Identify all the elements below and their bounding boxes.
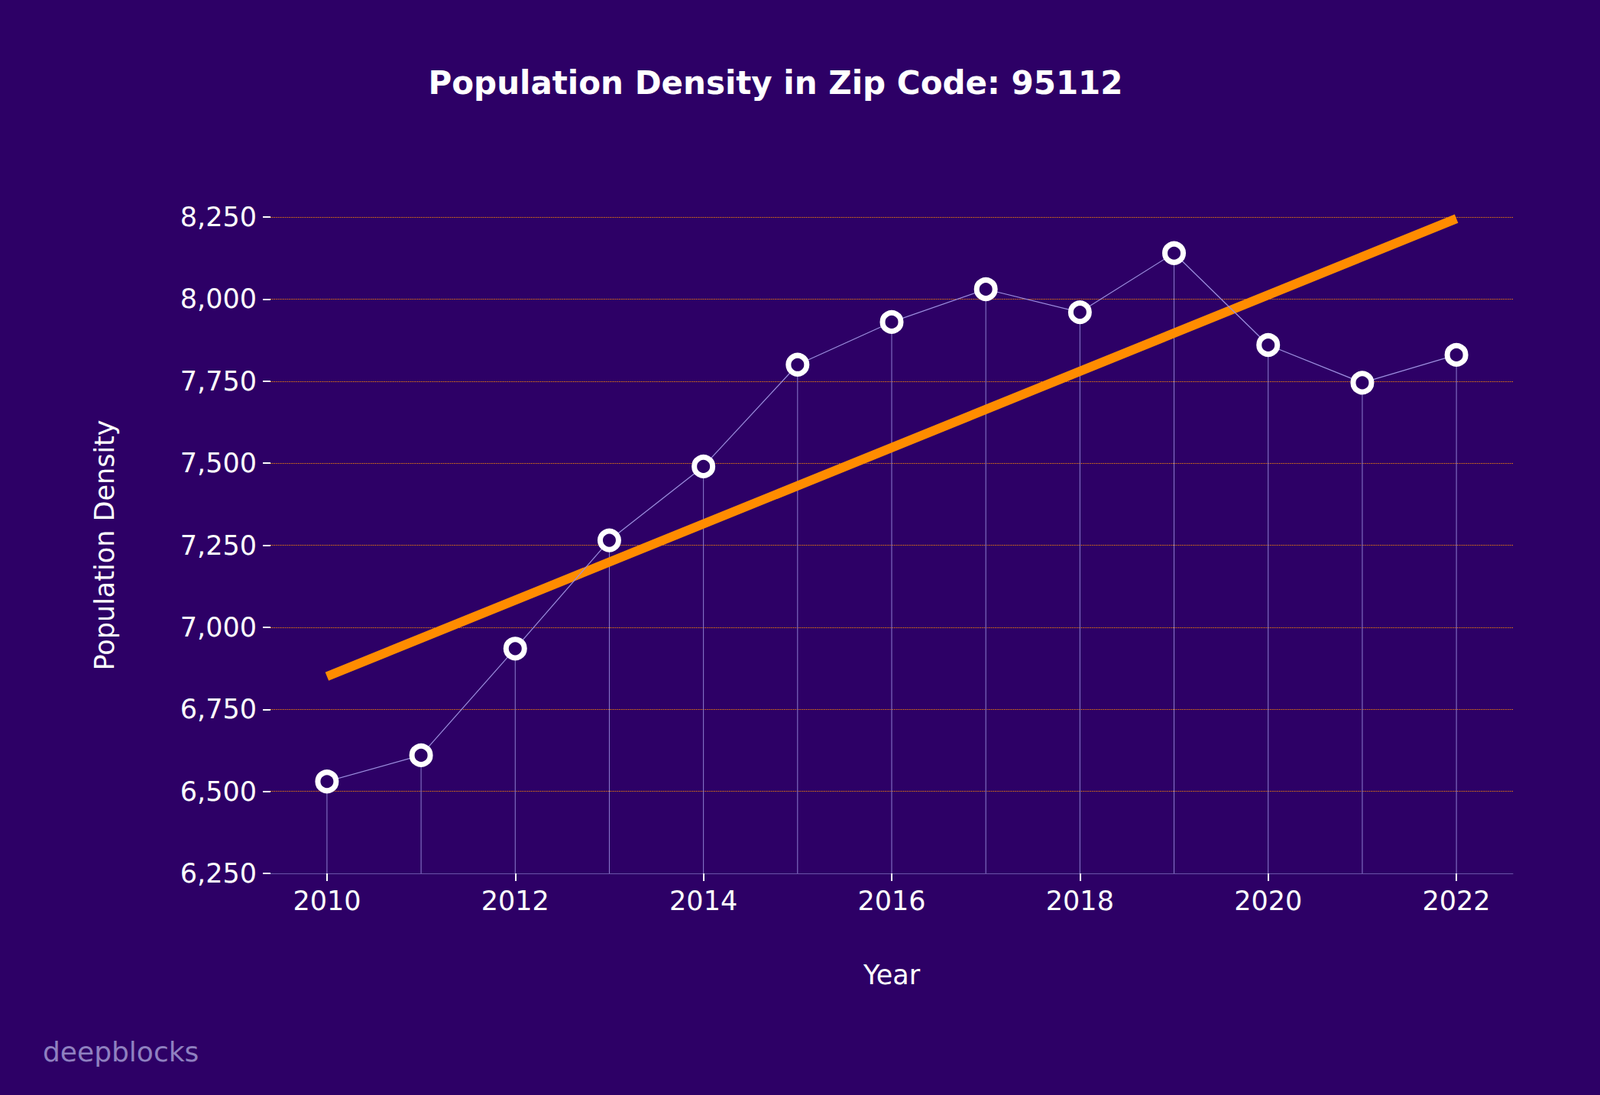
svg-text:2014: 2014	[669, 885, 738, 917]
svg-text:8,000: 8,000	[180, 283, 257, 315]
svg-text:2012: 2012	[481, 885, 550, 917]
svg-text:6,500: 6,500	[180, 776, 257, 807]
svg-text:deepblocks: deepblocks	[42, 1036, 199, 1068]
svg-text:2016: 2016	[857, 885, 926, 917]
svg-text:7,500: 7,500	[180, 447, 257, 479]
svg-text:Year: Year	[862, 959, 921, 991]
svg-text:2020: 2020	[1234, 885, 1303, 917]
svg-text:7,750: 7,750	[180, 365, 257, 397]
svg-text:6,250: 6,250	[180, 858, 257, 889]
svg-text:8,250: 8,250	[180, 201, 257, 233]
svg-text:2022: 2022	[1422, 885, 1491, 917]
svg-text:7,000: 7,000	[180, 612, 257, 643]
svg-text:2018: 2018	[1046, 885, 1115, 917]
svg-text:7,250: 7,250	[180, 530, 257, 561]
svg-text:6,750: 6,750	[180, 693, 257, 725]
svg-text:Population Density: Population Density	[89, 419, 120, 671]
svg-text:Population Density in Zip Code: Population Density in Zip Code: 95112	[427, 64, 1123, 102]
svg-text:2010: 2010	[292, 885, 361, 917]
